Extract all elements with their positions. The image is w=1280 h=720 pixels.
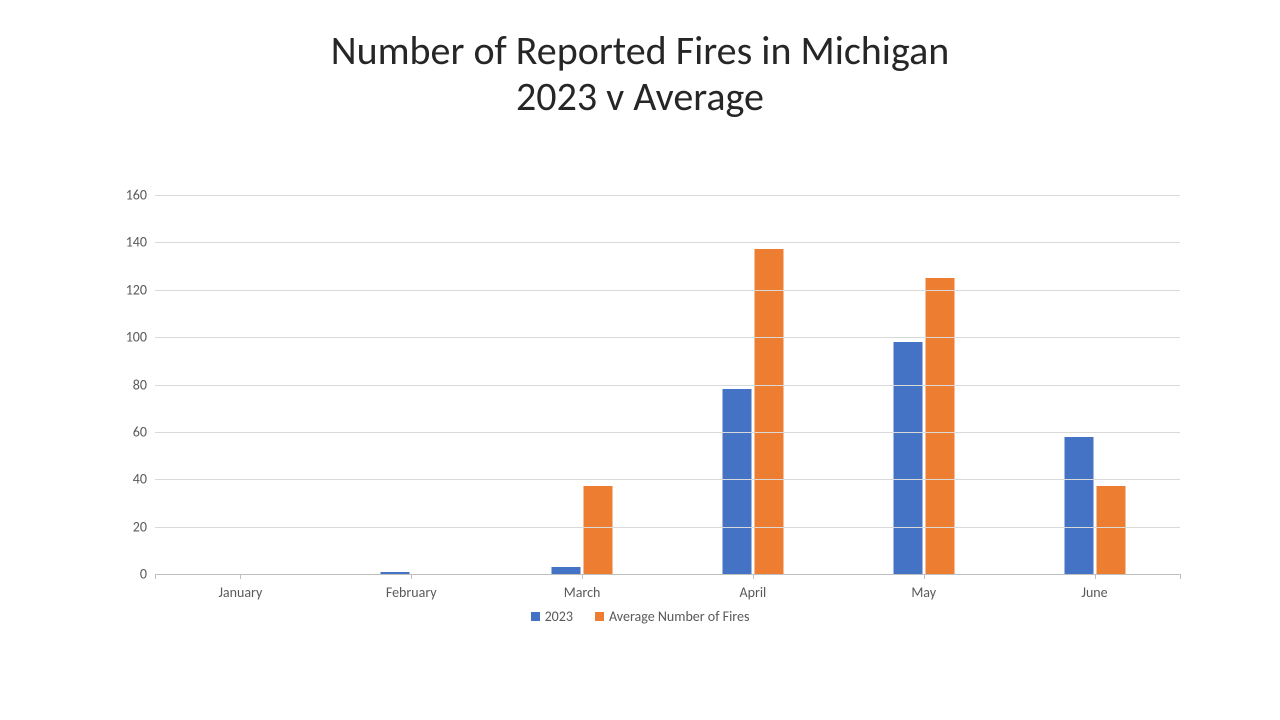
y-axis-label: 120	[115, 281, 155, 298]
x-tick	[1180, 574, 1181, 579]
bar	[722, 389, 751, 574]
x-axis-label: March	[564, 574, 601, 601]
grid-line	[155, 242, 1180, 243]
bar	[754, 249, 783, 574]
grid-line	[155, 479, 1180, 480]
plot-area: JanuaryFebruaryMarchAprilMayJune 0204060…	[155, 195, 1180, 575]
x-tick	[155, 574, 156, 579]
x-axis-label: June	[1081, 574, 1107, 601]
y-axis-label: 20	[115, 518, 155, 535]
bar	[893, 342, 922, 574]
legend-swatch	[531, 612, 540, 621]
chart-title-line2: 2023 v Average	[516, 72, 764, 121]
bar	[925, 278, 954, 574]
grid-line	[155, 337, 1180, 338]
chart-container: Number of Reported Fires in Michigan 202…	[0, 0, 1280, 720]
grid-line	[155, 195, 1180, 196]
y-axis-label: 140	[115, 234, 155, 251]
legend-label: Average Number of Fires	[609, 608, 749, 625]
chart-title-line1: Number of Reported Fires in Michigan	[331, 26, 950, 75]
chart-area: January February March April May June 0 20 40 60…	[100, 195, 1180, 625]
legend: 2023 Average Number of Fires	[100, 608, 1180, 625]
legend-label: 2023	[545, 608, 573, 625]
bar	[1064, 437, 1093, 574]
grid-line	[155, 290, 1180, 291]
x-axis-label: January	[218, 574, 262, 601]
bar	[552, 567, 581, 574]
legend-item: Average Number of Fires	[595, 608, 749, 625]
grid-line	[155, 527, 1180, 528]
y-axis-label: 0	[115, 566, 155, 583]
grid-line	[155, 385, 1180, 386]
x-axis-label: April	[740, 574, 767, 601]
y-axis-label: 160	[115, 187, 155, 204]
y-axis-label: 40	[115, 471, 155, 488]
bar	[584, 486, 613, 574]
chart-title: Number of Reported Fires in Michigan 202…	[0, 0, 1280, 120]
grid-line	[155, 432, 1180, 433]
legend-swatch	[595, 612, 604, 621]
legend-item: 2023	[531, 608, 573, 625]
bar	[1096, 486, 1125, 574]
x-axis-label: February	[386, 574, 437, 601]
y-axis-label: 80	[115, 376, 155, 393]
x-axis-label: May	[911, 574, 936, 601]
y-axis-label: 100	[115, 329, 155, 346]
y-axis-label: 60	[115, 423, 155, 440]
